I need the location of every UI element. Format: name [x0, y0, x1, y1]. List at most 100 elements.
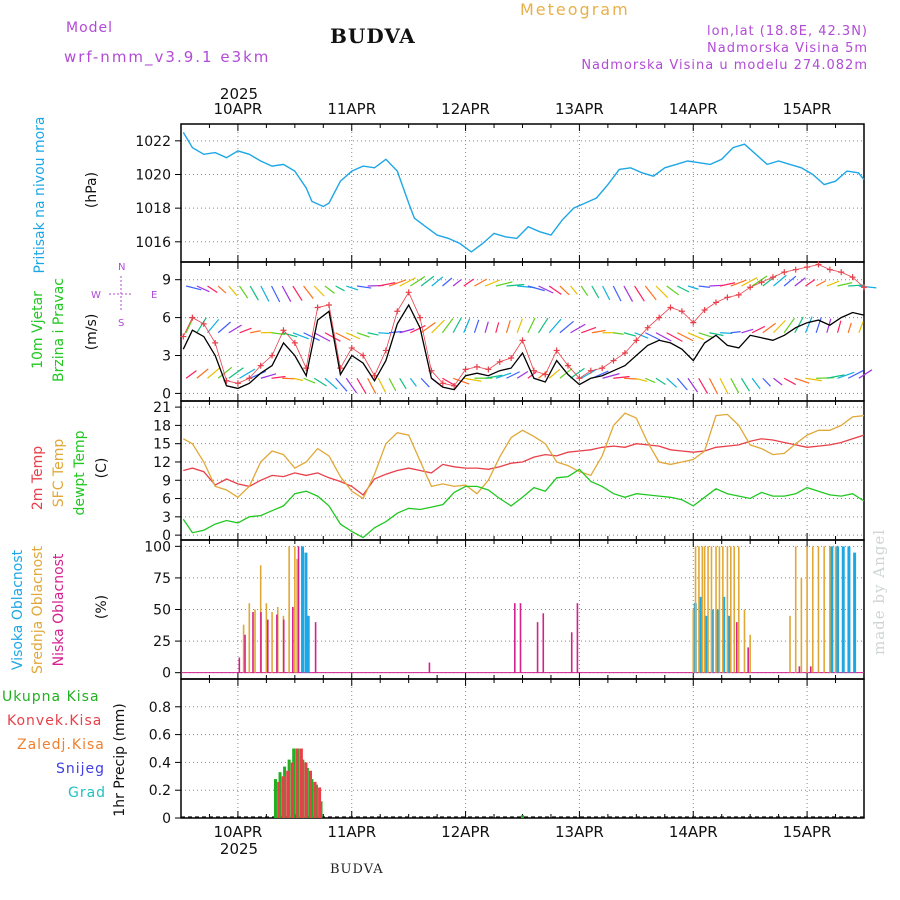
wind-barb: [463, 318, 471, 333]
elevation-label: Nadmorska Visina 5m: [707, 41, 868, 56]
wind-barb: [698, 332, 715, 339]
top-date-label: 14APR: [669, 100, 718, 118]
wind-barb: [751, 377, 761, 390]
wind-barb: [335, 332, 351, 341]
wind-barb: [410, 276, 426, 287]
precip-bar: [299, 748, 303, 818]
wind-barb: [452, 317, 462, 334]
wind-barb: [623, 285, 634, 302]
wind-barb: [602, 285, 611, 301]
wind-barb: [709, 332, 724, 337]
compass-letter: E: [151, 290, 157, 301]
wind-barb: [399, 277, 416, 287]
wind-barb: [495, 372, 512, 379]
wind-barb: [516, 370, 529, 379]
compass-letter: N: [118, 262, 125, 273]
panel-frame: [180, 123, 865, 263]
wind-barb: [431, 276, 444, 287]
precip-bar: [295, 748, 299, 818]
wind-barb: [773, 274, 787, 287]
wind-barb: [804, 316, 813, 333]
top-date-label: 11APR: [327, 100, 376, 118]
wind-barb: [388, 279, 407, 287]
wind-barb: [399, 377, 407, 390]
y-tick-label: 1022: [135, 134, 171, 150]
wind-barb: [773, 319, 786, 334]
wind-barb: [677, 332, 694, 342]
wind-compass-icon: W E S N: [91, 262, 157, 329]
wind-barb: [313, 377, 327, 387]
wind-barb: [858, 285, 877, 289]
wind-barb: [720, 332, 733, 334]
wind-barb: [719, 377, 729, 395]
wind-barb: [356, 332, 370, 338]
wind-barb: [313, 285, 325, 297]
bottom-date-label: 14APR: [669, 823, 718, 841]
wind-barb: [282, 377, 295, 380]
temperature-panel: 0 3 6 9 12 15 18 21: [153, 400, 865, 544]
wind-barb: [420, 377, 430, 388]
wind-barb: [228, 367, 244, 379]
wind-barb: [516, 318, 523, 333]
wind-barb: [303, 285, 314, 299]
wind-barb: [687, 377, 699, 393]
precip-bar: [521, 815, 524, 818]
wind-barb: [719, 282, 736, 287]
wind-barb: [655, 285, 669, 299]
wind-barb: [645, 377, 656, 384]
y-tick-label: 21: [153, 400, 171, 416]
wind-barb: [708, 377, 719, 395]
wind-barb: [292, 285, 303, 301]
wind-barb: [837, 282, 853, 287]
wind-barb: [644, 285, 657, 301]
wind-barb: [217, 285, 227, 294]
compass-letter: W: [91, 290, 101, 301]
y-tick-label: 25: [153, 634, 171, 650]
precip-bar: [290, 762, 294, 818]
wind-barb: [794, 377, 810, 384]
wind-barb: [815, 280, 827, 287]
wind-barb: [239, 327, 252, 334]
wind-barb: [324, 285, 335, 294]
wind-barb: [762, 322, 776, 334]
wind-barb: [805, 279, 816, 287]
cloud-label-mid: Srednja Oblacnost: [30, 546, 46, 674]
panel-frame: [180, 400, 865, 541]
series-line-udari: [182, 264, 865, 387]
wind-barb: [698, 285, 710, 288]
wind-barb: [794, 316, 804, 334]
y-tick-label: 18: [153, 418, 171, 434]
wind-barb: [548, 318, 562, 334]
y-tick-label: 1018: [135, 201, 171, 217]
wind-barb: [495, 322, 500, 333]
wind-barb: [409, 377, 417, 387]
wind-barb: [783, 317, 795, 334]
wind-barb: [612, 285, 622, 302]
precip-legend-snow: Snijeg: [56, 761, 105, 777]
wind-barb: [794, 277, 806, 287]
wind-barb: [858, 369, 873, 379]
wind-barb: [570, 323, 586, 334]
bottom-year-label: 2025: [220, 840, 258, 858]
wind-barb: [666, 332, 683, 342]
wind-barb: [420, 275, 435, 287]
y-tick-label: 6: [162, 311, 171, 327]
wind-barb: [207, 285, 218, 294]
temp-label-2m: 2m Temp: [30, 446, 46, 510]
wind-barb: [548, 368, 561, 379]
wind-barb: [495, 281, 513, 287]
wind-barb: [591, 285, 600, 299]
precip-unit: 1hr Precip (mm): [112, 703, 128, 816]
wind-barb: [239, 285, 249, 299]
wind-barb: [538, 317, 549, 334]
wind-barb: [570, 285, 578, 295]
y-tick-label: 1016: [135, 235, 171, 251]
series-line-2m-temp: [183, 434, 865, 496]
wind-barb: [185, 285, 202, 291]
wind-barb: [324, 377, 338, 390]
cloud-label-high: Visoka Oblacnost: [10, 549, 26, 670]
wind-barb: [698, 377, 709, 394]
wind-barb: [847, 370, 864, 379]
wind-barb: [783, 275, 797, 287]
wind-barb: [506, 283, 525, 287]
